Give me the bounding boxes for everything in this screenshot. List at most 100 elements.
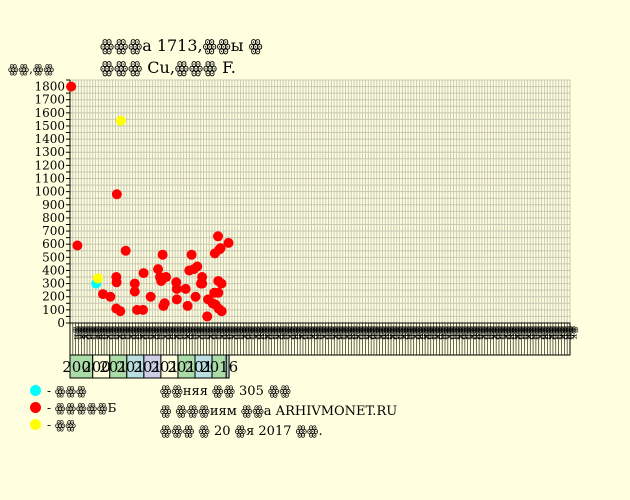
month-band (69, 322, 571, 356)
data-point (203, 294, 214, 305)
legend-label: - ꙮꙮꙮ (47, 384, 87, 398)
month-tick-label: ꙮл (543, 326, 553, 340)
data-point (202, 311, 213, 322)
data-point (72, 240, 83, 251)
month-tick-label: ꙮк (262, 326, 272, 340)
data-point (171, 294, 182, 305)
month-tick-label: ꙮк (534, 326, 544, 340)
data-point (213, 287, 224, 298)
month-tick-label: ꙮл (248, 326, 258, 340)
month-tick-label: ꙮк (80, 326, 90, 340)
month-tick-label: ꙮн (506, 326, 516, 340)
data-point (115, 115, 126, 126)
month-tick-label: ꙮл (475, 326, 485, 340)
month-tick-label: ꙮн (517, 326, 527, 340)
month-tick-label: ꙮр (446, 326, 456, 340)
month-tick-label: ꙮн (495, 326, 505, 340)
data-point (111, 303, 122, 314)
month-tick-label: ꙮн (461, 326, 471, 340)
month-tick-label: ꙮк (341, 326, 351, 340)
year-cell (69, 354, 94, 379)
y-axis-unit-label: ꙮꙮ,ꙮꙮ (8, 62, 55, 76)
month-tick-label: ꙮр (526, 326, 536, 340)
month-tick-label: ꙮр (253, 326, 263, 340)
month-tick-label: ꙮн (256, 326, 266, 340)
data-point (213, 303, 224, 314)
data-point (197, 278, 208, 289)
month-tick-label: ꙮр (299, 326, 309, 340)
year-cell (194, 354, 213, 379)
month-tick-label: ꙮл (191, 326, 201, 340)
month-tick-label: ꙮр (219, 326, 229, 340)
month-tick-label: ꙮк (239, 326, 249, 340)
month-tick-label: ꙮр (492, 326, 502, 340)
data-point (111, 277, 122, 288)
month-tick-label: ꙮр (287, 326, 297, 340)
month-tick-label: ꙮг (74, 326, 84, 339)
month-tick-label: ꙮн (199, 326, 209, 340)
month-tick-label: ꙮр (435, 326, 445, 340)
data-point (186, 249, 197, 260)
month-tick-label: ꙮл (498, 326, 508, 340)
data-point (207, 298, 218, 309)
y-tick-label: 300 (42, 277, 65, 291)
data-point (66, 81, 77, 92)
month-tick-label: ꙮк (125, 326, 135, 340)
month-tick-label: ꙮр (310, 326, 320, 340)
year-label: 2009 (82, 358, 120, 376)
month-tick-label: ꙮн (472, 326, 482, 340)
month-tick-label: ꙮн (540, 326, 550, 340)
data-point (138, 304, 149, 315)
data-point (97, 289, 108, 300)
month-tick-label: ꙮр (344, 326, 354, 340)
y-tick-label: 1000 (34, 185, 65, 199)
data-point (210, 299, 221, 310)
data-point (216, 306, 227, 317)
month-tick-label: ꙮл (327, 326, 337, 340)
month-tick-label: ꙮр (515, 326, 525, 340)
y-tick-label: 500 (42, 250, 65, 264)
month-tick-label: ꙮн (165, 326, 175, 340)
year-cell (177, 354, 196, 379)
year-cell (126, 354, 145, 379)
month-tick-label: ꙮр (265, 326, 275, 340)
month-tick-label: ꙮн (302, 326, 312, 340)
month-tick-label: ꙮк (159, 326, 169, 340)
month-tick-label: ꙮр (162, 326, 172, 340)
month-tick-label: ꙮр (481, 326, 491, 340)
month-tick-label: ꙮк (319, 326, 329, 340)
month-tick-label: ꙮк (273, 326, 283, 340)
month-tick-label: ꙮк (194, 326, 204, 340)
month-tick-label: ꙮл (486, 326, 496, 340)
month-tick-label: ꙮр (196, 326, 206, 340)
legend-item-2: - ꙮꙮꙮꙮꙮБ (30, 401, 116, 415)
data-point (115, 306, 126, 317)
month-tick-label: ꙮн (290, 326, 300, 340)
month-tick-label: ꙮн (381, 326, 391, 340)
month-tick-label: ꙮн (415, 326, 425, 340)
month-tick-label: ꙮк (364, 326, 374, 340)
y-tick-label: 1400 (34, 132, 65, 146)
data-point (159, 298, 170, 309)
month-tick-label: ꙮл (407, 326, 417, 340)
month-tick-label: ꙮн (438, 326, 448, 340)
month-tick-label: ꙮк (557, 326, 567, 340)
month-tick-label: ꙮн (188, 326, 198, 340)
month-tick-label: ꙮр (276, 326, 286, 340)
month-tick-label: ꙮл (282, 326, 292, 340)
data-point (156, 275, 167, 286)
year-label: 2012 (133, 358, 171, 376)
data-point (197, 272, 208, 283)
month-tick-label: ꙮк (307, 326, 317, 340)
month-tick-label: ꙮн (552, 326, 562, 340)
month-tick-label: ꙮл (566, 326, 576, 340)
month-tick-label: ꙮк (148, 326, 158, 340)
data-point (105, 291, 116, 302)
month-tick-label: ꙮн (131, 326, 141, 340)
legend-item-1: - ꙮꙮꙮ (30, 384, 87, 398)
month-tick-label: ꙮл (157, 326, 167, 340)
month-tick-label: ꙮл (316, 326, 326, 340)
data-point (209, 287, 220, 298)
data-point (195, 278, 206, 289)
month-tick-label: ꙮл (395, 326, 405, 340)
